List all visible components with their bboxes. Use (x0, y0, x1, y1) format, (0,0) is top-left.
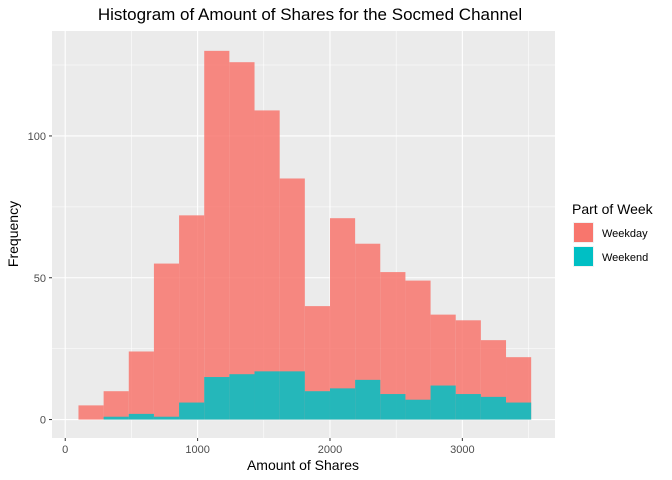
weekend-bar (254, 371, 280, 420)
weekend-bar (179, 402, 205, 420)
y-tick-label: 100 (28, 131, 46, 143)
legend-label-weekend: Weekend (602, 252, 648, 264)
weekend-bar (329, 388, 356, 420)
weekend-bar (204, 377, 230, 420)
legend-swatch-weekday (574, 223, 593, 242)
x-tick-label: 1000 (185, 444, 209, 456)
x-axis-title: Amount of Shares (247, 457, 359, 473)
x-tick-label: 3000 (450, 444, 474, 456)
y-axis-title: Frequency (5, 201, 21, 267)
legend-title: Part of Week (572, 201, 654, 217)
y-tick-label: 0 (40, 415, 46, 427)
legend-label-weekday: Weekday (602, 228, 648, 240)
weekday-bar (329, 218, 356, 420)
weekday-bar (204, 50, 230, 420)
weekend-bar (304, 391, 330, 420)
legend: Part of Week Weekday Weekend (572, 201, 654, 267)
weekday-bar (405, 280, 431, 420)
x-tick-label: 2000 (318, 444, 342, 456)
weekday-bar (229, 62, 255, 420)
weekend-bar (128, 413, 154, 420)
x-tick-label: 0 (62, 444, 68, 456)
weekday-bar (103, 391, 129, 420)
weekend-bar (355, 379, 381, 420)
weekend-bar (103, 416, 129, 420)
weekend-bar (380, 394, 406, 420)
weekend-bar (153, 416, 180, 420)
weekend-bar (229, 374, 255, 420)
legend-swatch-weekend (574, 247, 593, 266)
weekend-bar (480, 396, 507, 420)
chart-title: Histogram of Amount of Shares for the So… (98, 5, 522, 24)
weekend-bar (430, 385, 456, 420)
weekend-bar (279, 371, 305, 420)
weekday-bar (128, 351, 154, 420)
bars (78, 50, 532, 420)
y-tick-label: 50 (34, 273, 46, 285)
weekday-bar (153, 263, 180, 420)
weekday-bar (254, 110, 280, 420)
weekend-bar (405, 399, 431, 420)
weekend-bar (506, 402, 532, 420)
weekday-bar (78, 405, 104, 420)
weekend-bar (455, 394, 481, 420)
y-axis: 0 50 100 (28, 131, 52, 427)
x-axis: 0 1000 2000 3000 (62, 438, 475, 456)
weekday-bar (179, 215, 205, 420)
